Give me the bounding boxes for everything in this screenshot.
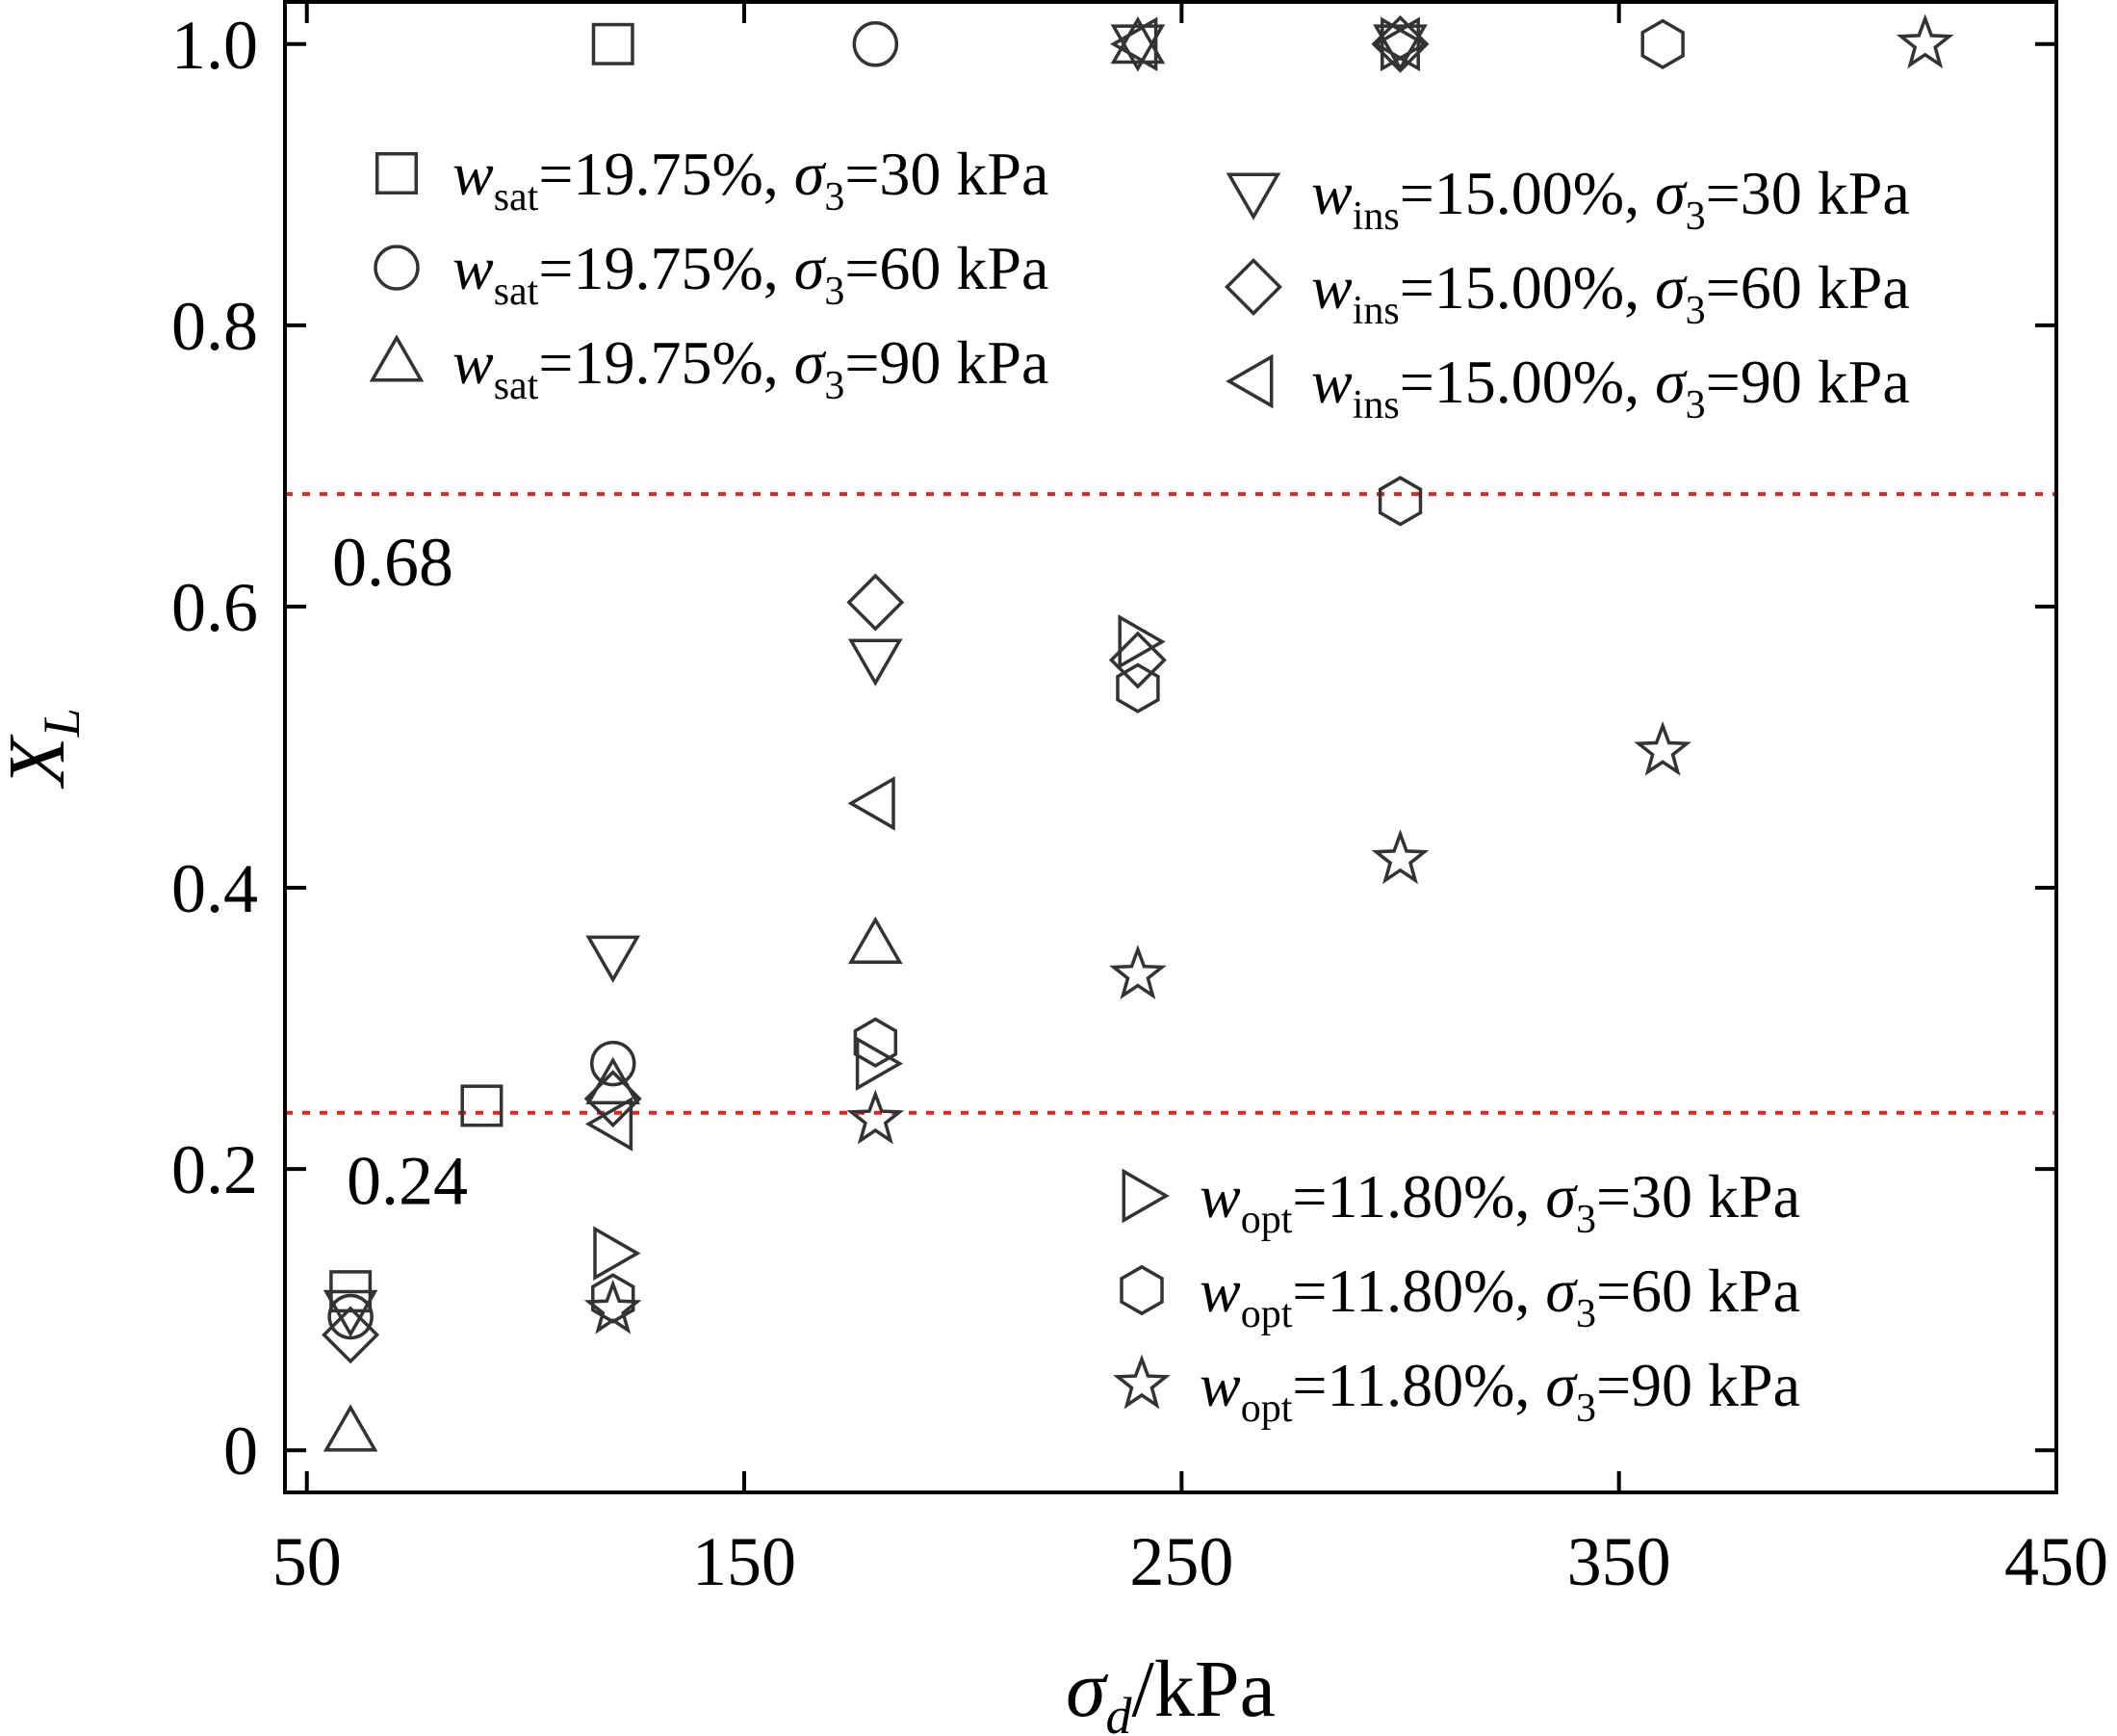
data-point-triangle-up	[323, 1404, 378, 1452]
data-point-triangle-left	[1110, 16, 1158, 72]
data-point-triangle-up	[1110, 15, 1166, 65]
legend-marker-circle	[374, 245, 420, 291]
legend-top-left: wsat=19.75%, σ3=30 kPa wsat=19.75%, σ3=60…	[369, 140, 1048, 408]
legend-label: wopt=11.80%, σ3=60 kPa	[1200, 1257, 1800, 1336]
x-tick-label: 350	[1567, 1523, 1671, 1600]
data-point-triangle-up	[847, 916, 903, 964]
legend-label: wins=15.00%, σ3=90 kPa	[1311, 348, 1910, 428]
x-axis-title: σd/kPa	[1066, 1645, 1276, 1736]
data-point-triangle-right	[1118, 614, 1166, 669]
y-tick-label: 0	[223, 1412, 258, 1490]
threshold-label: 0.68	[332, 524, 453, 601]
data-point-triangle-up	[585, 1056, 641, 1104]
data-point-star	[1896, 13, 1954, 69]
series-circle	[327, 21, 899, 1340]
data-point-triangle-down	[1110, 24, 1166, 72]
series-square	[329, 22, 634, 1313]
series-hexagon	[591, 18, 1685, 1324]
data-point-circle	[327, 1293, 374, 1340]
axis-titles: σd/kPa XL	[0, 708, 1276, 1736]
data-point-triangle-down	[585, 935, 641, 983]
data-point-diamond	[322, 1306, 380, 1364]
series-triangle-up	[323, 15, 1166, 1452]
data-point-triangle-right	[1381, 16, 1429, 72]
data-point-triangle-left	[847, 776, 895, 831]
legend-marker-star	[1113, 1354, 1171, 1410]
series-triangle-left	[584, 16, 1420, 1152]
legend-label: wins=15.00%, σ3=30 kPa	[1311, 159, 1910, 239]
data-point-triangle-left	[1372, 16, 1420, 72]
legend-marker-square	[375, 152, 418, 194]
data-point-star	[846, 1089, 905, 1145]
data-point-hexagon	[853, 1017, 898, 1068]
data-point-triangle-right	[855, 1036, 904, 1091]
data-point-triangle-down	[323, 1289, 378, 1338]
y-axis-title: XL	[0, 708, 90, 789]
series-diamond	[322, 14, 1430, 1364]
legend-label: wopt=11.80%, σ3=90 kPa	[1200, 1351, 1800, 1431]
x-tick-label: 450	[2004, 1523, 2108, 1600]
y-tick-label: 1.0	[171, 7, 258, 84]
data-point-triangle-down	[847, 638, 903, 687]
data-point-hexagon	[1378, 476, 1423, 527]
threshold-lines: 0.68 0.24	[285, 492, 2056, 1220]
legend-marker-hexagon	[1120, 1264, 1164, 1316]
y-tick-label: 0.6	[171, 569, 258, 646]
data-point-circle	[589, 1040, 636, 1087]
series-triangle-right	[593, 16, 1429, 1282]
legend-label: wins=15.00%, σ3=60 kPa	[1311, 253, 1910, 333]
legend-marker-triangle-left	[1226, 353, 1274, 409]
plot-frame	[283, 0, 2058, 1494]
x-tick-label: 150	[692, 1523, 796, 1600]
data-point-circle	[852, 21, 899, 67]
data-point-triangle-right	[593, 1226, 641, 1282]
data-point-star	[1634, 720, 1691, 776]
data-point-square	[460, 1084, 503, 1127]
data-points	[322, 13, 1954, 1452]
legend-label: wsat=19.75%, σ3=60 kPa	[452, 234, 1048, 314]
data-point-diamond	[846, 573, 905, 632]
legend-marker-triangle-right	[1122, 1168, 1170, 1224]
data-point-star	[583, 1279, 642, 1334]
series-star	[583, 13, 1954, 1334]
data-point-hexagon	[1116, 662, 1160, 713]
y-tick-label: 0.4	[171, 850, 258, 927]
legend-bottom-right: wopt=11.80%, σ3=30 kPa wopt=11.80%, σ3=60…	[1113, 1162, 1800, 1431]
data-point-triangle-down	[1373, 24, 1428, 72]
data-point-triangle-left	[584, 1097, 633, 1152]
y-tick-label: 0.2	[171, 1131, 258, 1208]
legend-marker-triangle-up	[369, 334, 425, 382]
y-tick-label: 0.8	[171, 288, 258, 365]
legend-label: wsat=19.75%, σ3=90 kPa	[452, 328, 1048, 408]
legend-top-right: wins=15.00%, σ3=30 kPa wins=15.00%, σ3=60…	[1225, 159, 1910, 428]
legends: wsat=19.75%, σ3=30 kPa wsat=19.75%, σ3=60…	[369, 140, 1910, 1431]
data-point-star	[1108, 945, 1167, 999]
legend-label: wopt=11.80%, σ3=30 kPa	[1200, 1162, 1800, 1242]
data-point-diamond	[583, 1070, 642, 1128]
series-triangle-down	[323, 24, 1428, 1338]
legend-label: wsat=19.75%, σ3=30 kPa	[452, 140, 1048, 220]
threshold-label: 0.24	[347, 1143, 468, 1220]
legend-marker-triangle-down	[1226, 172, 1281, 220]
data-point-square	[591, 22, 634, 65]
data-point-star	[1371, 829, 1430, 885]
data-point-hexagon	[1640, 18, 1685, 70]
x-tick-label: 250	[1129, 1523, 1233, 1600]
legend-marker-diamond	[1225, 258, 1282, 316]
x-tick-label: 50	[272, 1523, 342, 1600]
